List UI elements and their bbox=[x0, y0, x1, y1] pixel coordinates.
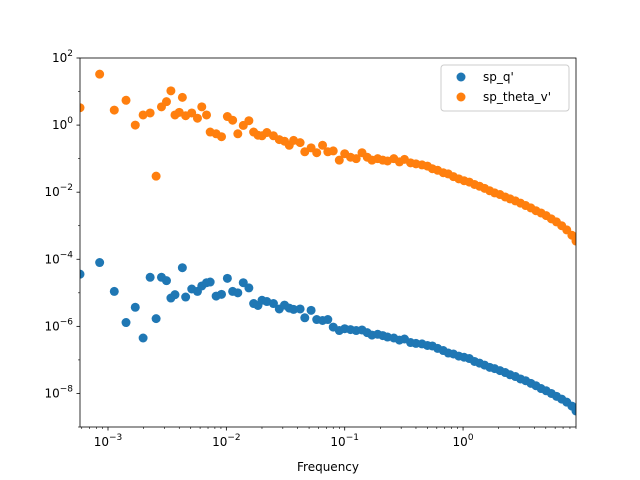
x-axis: 10−3 10−2 10−1 100 bbox=[81, 427, 577, 449]
series-0-point-12 bbox=[177, 263, 187, 273]
x-axis-label: Frequency bbox=[297, 460, 359, 474]
y-tick-label: 10−4 bbox=[44, 250, 73, 266]
series-1-point-13 bbox=[177, 92, 187, 102]
series-0-point-0 bbox=[80, 269, 85, 279]
series-1-point-46 bbox=[351, 154, 361, 164]
series-0-point-37 bbox=[306, 305, 316, 315]
series-1-point-6 bbox=[145, 108, 155, 118]
legend: sp_q' sp_theta_v' bbox=[440, 64, 570, 112]
plot-frame bbox=[79, 57, 577, 428]
legend-label-1: sp_theta_v' bbox=[483, 90, 551, 104]
series-1-point-10 bbox=[166, 86, 176, 96]
series-1-point-21 bbox=[217, 132, 227, 142]
series-1-point-23 bbox=[228, 115, 238, 125]
series-0-point-35 bbox=[295, 304, 305, 314]
series-0-point-11 bbox=[170, 290, 180, 300]
legend-marker-0 bbox=[456, 72, 466, 82]
series-1-point-3 bbox=[121, 95, 131, 105]
series-0-point-13 bbox=[181, 292, 191, 302]
series-0-point-30 bbox=[268, 299, 278, 309]
series-1-point-5 bbox=[138, 110, 148, 120]
series-0-point-3 bbox=[121, 318, 131, 328]
x-tick-label: 10−2 bbox=[212, 433, 241, 449]
legend-marker-1 bbox=[456, 92, 466, 102]
series-0-point-34 bbox=[289, 304, 299, 314]
series-0-point-20 bbox=[217, 289, 227, 299]
series-0-point-2 bbox=[109, 286, 119, 296]
series-1-point-2 bbox=[109, 105, 119, 115]
y-tick-label: 102 bbox=[52, 49, 73, 65]
series-1-point-26 bbox=[244, 116, 254, 126]
series-1-point-16 bbox=[192, 113, 202, 123]
series-0-point-23 bbox=[233, 288, 243, 298]
series-1-point-4 bbox=[130, 120, 140, 130]
series-0-point-18 bbox=[205, 277, 215, 287]
series-1-point-7 bbox=[151, 171, 161, 181]
series-0-point-36 bbox=[300, 313, 310, 323]
series-1-point-88 bbox=[571, 236, 576, 246]
y-tick-label: 10−6 bbox=[44, 317, 73, 333]
series-1-point-9 bbox=[161, 97, 171, 107]
series-1-point-0 bbox=[80, 103, 85, 113]
series-0-point-5 bbox=[138, 333, 148, 343]
series-0-point-40 bbox=[323, 315, 333, 325]
legend-label-0: sp_q' bbox=[483, 70, 514, 84]
series-0-point-6 bbox=[145, 272, 155, 282]
series-1-point-43 bbox=[334, 155, 344, 165]
series-0-point-7 bbox=[151, 314, 161, 324]
y-tick-label: 100 bbox=[52, 116, 73, 132]
series-0-point-9 bbox=[161, 276, 171, 286]
series-0-point-21 bbox=[222, 273, 232, 283]
y-tick-label: 10−2 bbox=[44, 183, 73, 199]
x-tick-label: 10−1 bbox=[330, 433, 359, 449]
x-tick-label: 100 bbox=[453, 433, 474, 449]
series-1-point-36 bbox=[295, 138, 305, 148]
y-tick-label: 10−8 bbox=[44, 384, 73, 400]
series-1-point-42 bbox=[328, 146, 338, 156]
series-1-point-24 bbox=[233, 129, 243, 139]
series-0-point-4 bbox=[130, 302, 140, 312]
legend-box bbox=[440, 64, 570, 112]
series-0-point-25 bbox=[244, 283, 254, 293]
x-tick-label: 10−3 bbox=[94, 433, 123, 449]
plot-points bbox=[80, 69, 576, 416]
series-1-point-39 bbox=[312, 148, 322, 158]
y-axis: 10−8 10−6 10−4 10−2 100 102 bbox=[44, 49, 80, 428]
series-1-point-1 bbox=[95, 69, 105, 79]
series-0-point-87 bbox=[571, 406, 576, 416]
series-1-point-40 bbox=[318, 140, 328, 150]
series-1-point-15 bbox=[187, 108, 197, 118]
series-1-point-17 bbox=[197, 102, 207, 112]
series-1-point-18 bbox=[202, 110, 212, 120]
series-0-point-1 bbox=[95, 258, 105, 268]
